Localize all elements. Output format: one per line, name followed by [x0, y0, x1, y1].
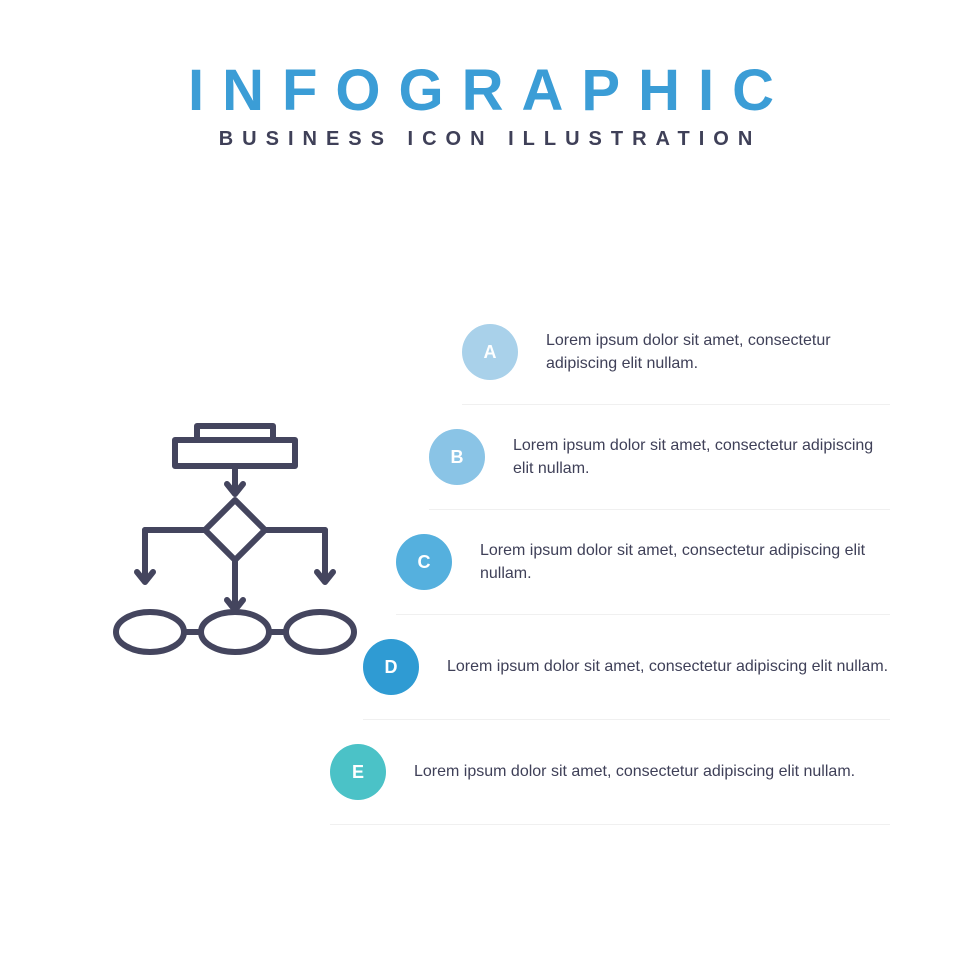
steps-list: A Lorem ipsum dolor sit amet, consectetu… [330, 300, 890, 825]
step-d: D Lorem ipsum dolor sit amet, consectetu… [363, 615, 890, 720]
page-title: INFOGRAPHIC [0, 62, 980, 120]
step-badge: C [396, 534, 452, 590]
flowchart-icon [105, 420, 365, 680]
step-badge: D [363, 639, 419, 695]
step-badge: A [462, 324, 518, 380]
header: INFOGRAPHIC BUSINESS ICON ILLUSTRATION [0, 0, 980, 151]
step-text: Lorem ipsum dolor sit amet, consectetur … [447, 655, 888, 678]
step-text: Lorem ipsum dolor sit amet, consectetur … [414, 760, 855, 783]
step-c: C Lorem ipsum dolor sit amet, consectetu… [396, 510, 890, 615]
step-badge: E [330, 744, 386, 800]
page-subtitle: BUSINESS ICON ILLUSTRATION [0, 128, 980, 151]
main-content: A Lorem ipsum dolor sit amet, consectetu… [0, 300, 980, 860]
step-badge: B [429, 429, 485, 485]
step-text: Lorem ipsum dolor sit amet, consectetur … [513, 434, 890, 480]
step-b: B Lorem ipsum dolor sit amet, consectetu… [429, 405, 890, 510]
step-text: Lorem ipsum dolor sit amet, consectetur … [480, 539, 890, 585]
step-text: Lorem ipsum dolor sit amet, consectetur … [546, 329, 890, 375]
step-e: E Lorem ipsum dolor sit amet, consectetu… [330, 720, 890, 825]
step-a: A Lorem ipsum dolor sit amet, consectetu… [462, 300, 890, 405]
